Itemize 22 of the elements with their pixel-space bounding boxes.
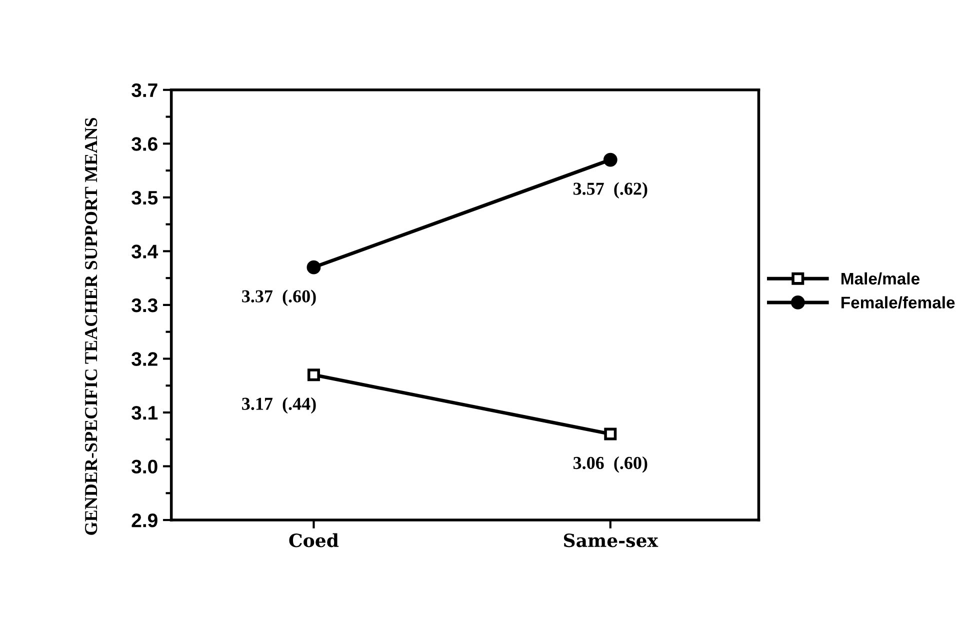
y-tick-label: 3.5 [132,190,158,205]
data-label: 3.06 (.60) [573,456,648,473]
y-tick-label: 3.4 [132,244,158,258]
data-label: 3.37 (.60) [242,290,316,306]
data-label: 3.17 (.44) [242,397,316,414]
y-tick-label: 3.0 [132,460,158,474]
point [603,152,618,167]
point [306,260,321,274]
point [604,428,617,440]
point [307,368,320,382]
x-tick-label: Same-sex [564,534,658,548]
y-tick-label: 3.6 [132,137,158,151]
y-tick-label: 2.9 [132,513,158,528]
y-tick-label: 3.2 [132,352,158,366]
y-tick-label: 3.1 [132,406,158,420]
x-tick-label: Coed [289,533,339,548]
y-axis-title: GENDER-SPECIFIC TEACHER SUPPORT MEANS [85,118,98,535]
y-tick-label: 3.7 [132,83,158,98]
legend-label: Male/male [842,272,920,285]
legend-label: Female/female [842,296,955,309]
y-tick-label: 3.3 [132,298,158,312]
data-label: 3.57 (.62) [573,182,648,199]
